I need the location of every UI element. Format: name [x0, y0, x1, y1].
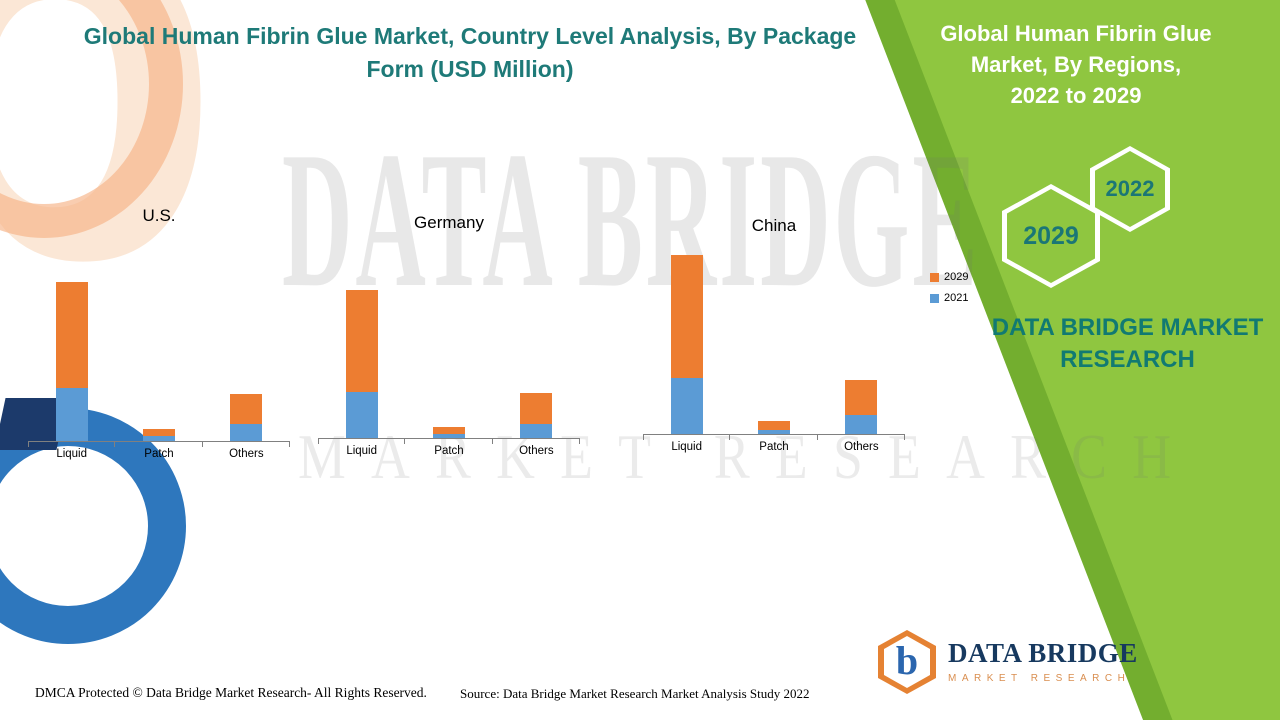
category-label-patch: Patch [115, 442, 203, 464]
chart-category-axis: Liquid Patch Others [28, 442, 291, 464]
chart-country-label: China [751, 216, 797, 235]
logo-letter-b: b [895, 637, 919, 683]
category-label-liquid: Liquid [318, 439, 406, 461]
bar-segment-2029 [670, 255, 703, 378]
bar-segment-2021 [845, 415, 878, 434]
source-note: Source: Data Bridge Market Research Mark… [460, 686, 810, 701]
bar-liquid [345, 290, 378, 438]
side-title-line1: Global Human Fibrin Glue [940, 21, 1212, 46]
brand-text-line2: RESEARCH [1060, 346, 1195, 373]
bar-segment-2021 [432, 434, 465, 438]
bar-segment-2029 [230, 394, 263, 424]
page-title-line1: Global Human Fibrin Glue Market, Country… [83, 23, 857, 49]
brand-text: DATA BRIDGE MARKET RESEARCH [985, 312, 1270, 376]
hexagon-year-label: 2022 [1105, 176, 1155, 201]
bar-segment-2029 [757, 421, 790, 430]
page-title-line2: Form (USD Million) [366, 56, 574, 82]
hexagon-year-label: 2029 [1023, 221, 1079, 250]
logo-subtitle: MARKET RESEARCH [948, 673, 1131, 684]
chart-china: China Liquid Patch Others [643, 216, 906, 457]
bar-liquid [670, 255, 703, 434]
legend-label-2021: 2021 [944, 292, 969, 304]
category-label-others: Others [203, 442, 291, 464]
bar-others [845, 380, 878, 434]
bar-others [520, 393, 553, 438]
bar-segment-2029 [432, 427, 465, 434]
bar-segment-2029 [142, 429, 175, 436]
bar-liquid [55, 282, 88, 441]
chart-plot-area [643, 242, 905, 435]
chart-plot-area [28, 249, 290, 442]
page-title: Global Human Fibrin Glue Market, Country… [50, 20, 890, 86]
category-label-patch: Patch [730, 435, 818, 457]
legend-item-2029: 2029 [930, 271, 968, 283]
bar-segment-2021 [520, 424, 553, 438]
watermark-data-bridge: DATA BRIDGE [282, 112, 981, 328]
category-label-others: Others [493, 439, 581, 461]
logo-text: DATA BRIDGE MARKET RESEARCH [948, 638, 1138, 685]
category-label-liquid: Liquid [643, 435, 731, 457]
bar-segment-2021 [345, 392, 378, 438]
chart-category-axis: Liquid Patch Others [318, 439, 581, 461]
bar-patch [432, 427, 465, 438]
bar-segment-2021 [55, 388, 88, 441]
chart-plot-area [318, 246, 580, 439]
category-label-others: Others [818, 435, 906, 457]
chart-country-label: Germany [414, 213, 484, 232]
side-title-line3: 2022 to 2029 [1010, 83, 1142, 108]
bar-segment-2029 [520, 393, 553, 424]
bar-segment-2029 [55, 282, 88, 388]
data-bridge-logo: b DATA BRIDGE MARKET RESEARCH [878, 630, 1138, 694]
legend-item-2021: 2021 [930, 292, 968, 304]
category-label-patch: Patch [405, 439, 493, 461]
bar-segment-2029 [845, 380, 878, 415]
bar-segment-2021 [757, 430, 790, 434]
bar-patch [757, 421, 790, 434]
legend-label-2029: 2029 [944, 271, 969, 283]
category-label-liquid: Liquid [28, 442, 116, 464]
dmca-notice: DMCA Protected © Data Bridge Market Rese… [35, 685, 427, 700]
logo-hexagon-icon: b [878, 630, 936, 694]
bar-segment-2029 [345, 290, 378, 392]
chart-country-label: U.S. [142, 206, 176, 225]
chart-germany: Germany Liquid Patch Others [318, 213, 581, 461]
hexagon-2022: 2022 [1090, 146, 1170, 232]
logo-hexagon-fill [884, 636, 930, 688]
side-title-line2: Market, By Regions, [970, 52, 1182, 77]
bar-others [230, 394, 263, 441]
brand-text-line1: DATA BRIDGE MARKET [991, 314, 1264, 341]
chart-category-axis: Liquid Patch Others [643, 435, 906, 457]
legend-swatch-2021 [930, 293, 939, 303]
bar-patch [142, 429, 175, 441]
logo-title: DATA BRIDGE [948, 638, 1138, 668]
bar-segment-2021 [230, 424, 263, 441]
chart-us: U.S. Liquid Patch Others [28, 206, 291, 464]
bar-segment-2021 [142, 436, 175, 441]
hexagon-2029: 2029 [1002, 184, 1100, 288]
legend-swatch-2029 [930, 272, 939, 282]
side-panel-title: Global Human Fibrin Glue Market, By Regi… [928, 18, 1224, 111]
bar-segment-2021 [670, 378, 703, 434]
chart-legend: 2029 2021 [930, 271, 968, 304]
